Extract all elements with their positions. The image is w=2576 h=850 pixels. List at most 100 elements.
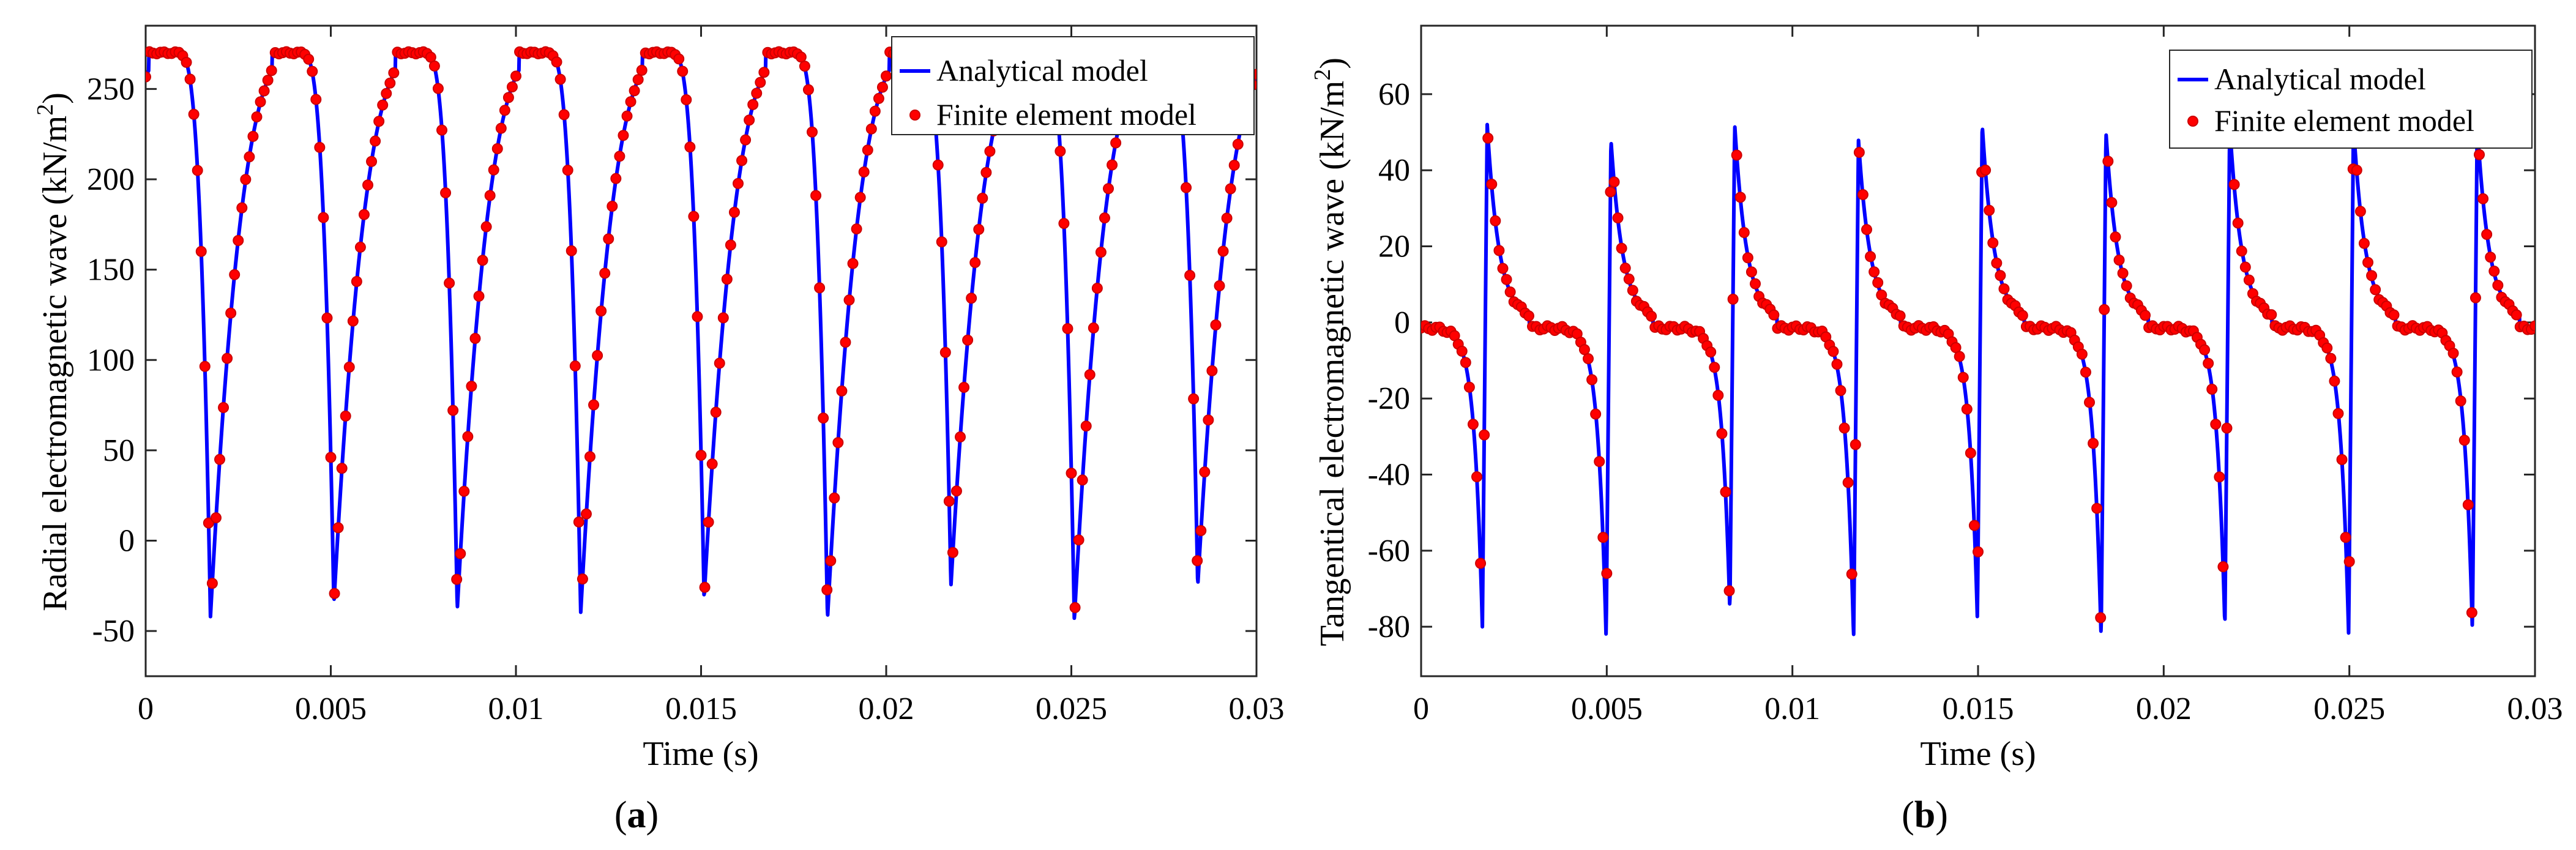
x-tick-label: 0.02 [2136,692,2192,726]
finite-element-point [2481,229,2493,240]
finite-element-point [1091,282,1103,294]
finite-element-point [2266,309,2277,321]
finite-element-point [1069,602,1081,613]
finite-element-point [862,144,873,156]
finite-element-point [832,437,844,449]
finite-element-point [2529,320,2535,332]
finite-element-point [632,74,644,86]
finite-element-point [1099,212,1110,224]
finite-element-point [610,173,622,184]
finite-element-point [681,94,692,105]
finite-element-point [240,174,252,185]
finite-element-point [1869,266,1880,278]
finite-element-point [2206,383,2218,395]
finite-element-point [962,334,974,346]
finite-element-point [2091,502,2103,514]
finite-element-point [262,75,274,86]
caption-b: (b) [1902,794,1948,836]
finite-element-point [477,255,488,266]
finite-element-point [2203,357,2214,369]
finite-element-point [1181,182,1192,193]
finite-element-point [1578,344,1590,356]
legend-a: Analytical model Finite element model [891,36,1255,135]
finite-element-point [1055,146,1066,157]
finite-element-point [818,412,829,424]
finite-element-point [506,81,518,92]
finite-element-point [614,151,625,162]
finite-element-point [1734,192,1746,203]
finite-element-point [2232,217,2244,229]
finite-element-point [222,352,233,364]
finite-element-point [181,56,192,68]
finite-element-point [673,53,685,65]
finite-element-point [588,399,600,411]
legend-label-fem-b: Finite element model [2214,103,2474,138]
finite-element-point [1590,408,1602,420]
x-tick-label: 0.005 [1571,692,1643,726]
finite-element-point [366,155,378,167]
caption-a: (a) [614,794,659,836]
finite-element-point [554,73,566,85]
finite-element-point [258,85,270,97]
finite-element-point [629,85,640,97]
finite-element-point [192,165,203,176]
y-tick-label: -80 [1368,610,1410,644]
finite-element-point [1872,277,1884,288]
finite-element-point [677,65,689,77]
finite-element-point [214,453,225,465]
finite-element-point [1232,138,1244,150]
finite-element-point [1486,178,1498,190]
finite-element-point [2332,408,2344,419]
finite-element-point [1066,468,1077,479]
finite-element-point [943,495,955,507]
finite-element-point [466,381,477,392]
finite-element-point [336,463,348,474]
finite-element-point [1646,310,1657,322]
x-tick-label: 0.01 [1764,692,1820,726]
y-axis-label-a-close: ) [36,92,74,104]
chart-panel-a: 0 0.005 0.01 0.015 0.02 0.025 0.03 -50 0 50 100 150… [32,24,1285,836]
finite-element-point [195,245,207,257]
finite-element-point [821,584,833,595]
finite-element-point [562,165,573,176]
x-tick-label: 0.02 [859,692,914,726]
finite-element-point [1850,439,1861,450]
finite-element-point [1839,422,1850,434]
finite-element-point [469,332,481,344]
finite-element-point [2214,471,2225,483]
caption-a-close: ) [646,794,659,836]
finite-element-point [2228,179,2240,190]
finite-element-point [307,65,318,77]
finite-element-point [1954,351,1965,362]
finite-element-point [558,109,570,121]
finite-element-point [1504,286,1516,298]
finite-element-point [1058,218,1070,229]
finite-element-point [2076,348,2088,360]
finite-element-point [795,51,807,63]
finite-element-point [607,200,618,212]
finite-element-point [1225,183,1236,195]
finite-element-point [1475,557,1487,569]
finite-element-point [1493,245,1505,256]
series-a [146,46,1256,621]
finite-element-point [2388,309,2400,321]
finite-element-point [1214,280,1225,291]
finite-element-point [1479,429,1490,441]
y-axis-label-a: Radial electromagnetic wave (kN/m2) [32,92,74,611]
finite-element-point [573,516,584,528]
finite-element-point [802,84,814,95]
finite-element-point [2210,419,2222,430]
caption-a-open: ( [614,794,627,836]
legend-label-fem-a: Finite element model [936,97,1197,132]
finite-element-point [381,88,392,99]
finite-element-point [2462,499,2474,510]
finite-element-point [354,241,366,253]
finite-element-point [2325,352,2337,364]
finite-element-point [1062,322,1073,334]
finite-element-point [569,360,581,372]
finite-element-point [2336,454,2348,466]
finite-element-point [1601,568,1613,579]
finite-element-point [980,166,992,178]
finite-element-point [373,116,385,127]
finite-element-point [436,124,447,136]
